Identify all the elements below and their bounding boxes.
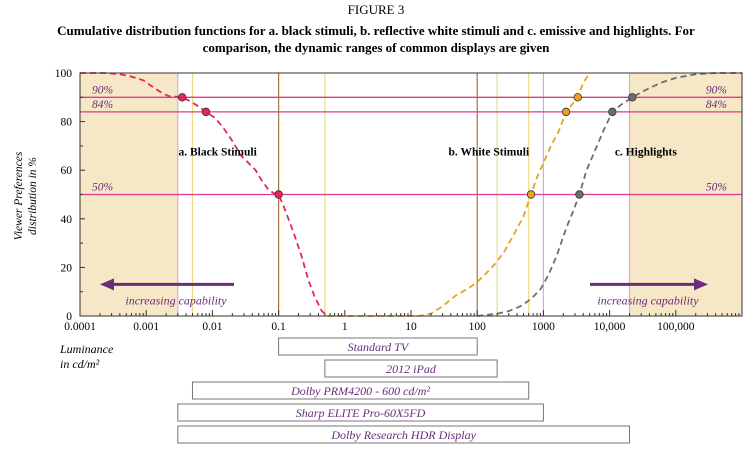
x-axis-label-line2: in cd/m² bbox=[60, 357, 100, 371]
y-axis-label-line2: distribution in % bbox=[27, 157, 39, 235]
x-tick-label-2: 0.01 bbox=[202, 321, 222, 333]
data-marker-7 bbox=[608, 107, 617, 117]
reference-label-left-0: 90% bbox=[92, 84, 113, 96]
y-tick-label-1: 20 bbox=[61, 262, 73, 274]
data-marker-5 bbox=[573, 93, 582, 102]
capability-label-right: increasing capability bbox=[597, 293, 699, 307]
y-axis-label-line1: Viewer Preferences bbox=[13, 151, 25, 240]
y-tick-label-0: 0 bbox=[66, 311, 72, 323]
annotations: a. Black Stimuli b. White Stimuli c. Highl… bbox=[179, 147, 678, 159]
reference-lines: 90% 90% 84% 84% 50% 50% bbox=[80, 84, 742, 196]
data-marker-2 bbox=[274, 190, 283, 199]
reference-label-left-2: 50% bbox=[92, 182, 113, 194]
data-marker-6 bbox=[575, 190, 584, 199]
region-label-2: c. Highlights bbox=[615, 147, 678, 159]
y-tick-label-3: 60 bbox=[61, 165, 73, 177]
x-tick-label-9: 100,000 bbox=[657, 321, 695, 333]
display-bar-2 bbox=[191, 381, 530, 400]
capability-arrowhead-left bbox=[100, 278, 114, 291]
x-tick-label-1: 0.001 bbox=[133, 321, 159, 333]
reference-label-right-2: 50% bbox=[706, 182, 727, 194]
region-label-0: a. Black Stimuli bbox=[179, 147, 258, 159]
x-tick-label-3: 0.1 bbox=[271, 321, 286, 333]
capability-arrows: increasing capability increasing capabili… bbox=[100, 278, 708, 307]
display-bar-4 bbox=[177, 425, 631, 444]
display-bar-0 bbox=[278, 337, 478, 356]
y-tick-label-4: 80 bbox=[61, 117, 73, 129]
display-label-1: 2012 iPad bbox=[386, 362, 437, 376]
data-markers bbox=[178, 93, 637, 199]
data-marker-8 bbox=[628, 93, 637, 102]
display-range-bars: Standard TV 2012 iPad Dolby PRM4200 - 600 … bbox=[177, 337, 631, 444]
chart-title-line2: comparison, the dynamic ranges of common… bbox=[203, 40, 551, 55]
data-marker-4 bbox=[561, 107, 571, 117]
capability-arrowhead-right bbox=[694, 278, 708, 291]
reference-label-right-1: 84% bbox=[706, 99, 727, 111]
display-label-2: Dolby PRM4200 - 600 cd/m² bbox=[290, 384, 430, 398]
x-tick-label-4: 1 bbox=[342, 321, 348, 333]
series-line-0 bbox=[80, 72, 329, 317]
display-bar-1 bbox=[324, 359, 498, 378]
reference-label-right-0: 90% bbox=[706, 84, 727, 96]
x-tick-label-8: 10,000 bbox=[594, 321, 626, 333]
figure-label: FIGURE 3 bbox=[348, 2, 405, 17]
display-label-4: Dolby Research HDR Display bbox=[330, 428, 476, 442]
y-tick-label-2: 40 bbox=[61, 214, 73, 226]
display-bar-3 bbox=[177, 403, 544, 422]
x-tick-label-0: 0.0001 bbox=[64, 321, 96, 333]
y-axis-ticks: 0 20 40 60 80 100 bbox=[55, 68, 85, 323]
data-marker-0 bbox=[178, 93, 187, 102]
x-tick-label-6: 100 bbox=[469, 321, 487, 333]
region-label-1: b. White Stimuli bbox=[449, 147, 530, 159]
x-axis-ticks: 0.0001 0.001 0.01 0.1 1 10 100 1000 10,000 100,00… bbox=[64, 310, 740, 333]
data-marker-3 bbox=[526, 190, 536, 199]
capability-label-left: increasing capability bbox=[125, 293, 227, 307]
chart-title-line1: Cumulative distribution functions for a.… bbox=[57, 23, 695, 38]
x-axis-label-line1: Luminance bbox=[59, 342, 114, 356]
x-tick-label-5: 10 bbox=[405, 321, 417, 333]
series-line-2 bbox=[477, 72, 742, 317]
data-marker-1 bbox=[201, 107, 211, 117]
display-label-0: Standard TV bbox=[348, 340, 410, 354]
x-tick-label-7: 1000 bbox=[532, 321, 555, 333]
display-label-3: Sharp ELITE Pro-60X5FD bbox=[296, 406, 426, 420]
y-tick-label-5: 100 bbox=[55, 68, 73, 80]
reference-label-left-1: 84% bbox=[92, 99, 113, 111]
